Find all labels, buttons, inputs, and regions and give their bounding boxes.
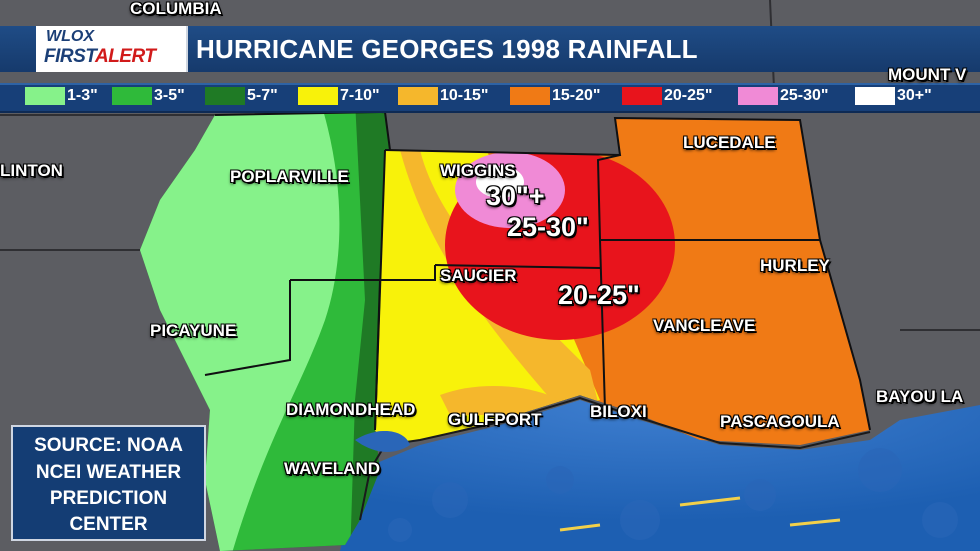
logo-brand-first: FIRST (44, 46, 95, 67)
legend-swatch (25, 87, 65, 105)
legend-item: 1-3" (25, 86, 98, 106)
legend-item: 15-20" (510, 86, 601, 106)
city-label-waveland: WAVELAND (284, 459, 381, 478)
legend-label: 20-25" (664, 87, 713, 104)
source-line: CENTER (69, 514, 148, 535)
page-title: HURRICANE GEORGES 1998 RAINFALL (196, 34, 698, 64)
city-label-wiggins: WIGGINS (440, 161, 516, 180)
city-label-clinton: LINTON (0, 161, 63, 180)
legend-swatch (855, 87, 895, 105)
rainfall-label-25-30: 25-30" (507, 212, 589, 242)
city-label-diamondhead: DIAMONDHEAD (286, 400, 416, 419)
legend-label: 3-5" (154, 87, 185, 104)
legend-label: 7-10" (340, 87, 380, 104)
legend-label: 25-30" (780, 87, 829, 104)
legend-label: 15-20" (552, 87, 601, 104)
city-label-vancleave: VANCLEAVE (653, 316, 756, 335)
city-label-columbia: COLUMBIA (130, 0, 222, 18)
rainfall-label-20-25: 20-25" (558, 280, 640, 310)
city-label-saucier: SAUCIER (440, 266, 517, 285)
city-label-gulfport: GULFPORT (448, 410, 542, 429)
city-label-picayune: PICAYUNE (150, 321, 237, 340)
logo-callsign: WLOX (46, 28, 94, 45)
st-louis-bay (355, 430, 410, 452)
legend-item: 20-25" (622, 86, 713, 106)
legend-swatch (398, 87, 438, 105)
gulf-water (340, 400, 980, 551)
legend-label: 10-15" (440, 87, 489, 104)
legend-swatch (510, 87, 550, 105)
legend-label: 5-7" (247, 87, 278, 104)
city-label-mount: MOUNT V (888, 65, 967, 84)
legend-label: 30+" (897, 87, 932, 104)
city-label-lucedale: LUCEDALE (683, 133, 776, 152)
city-label-pascagoula: PASCAGOULA (720, 412, 840, 431)
east-rainfall-zone (375, 118, 870, 445)
coastline (359, 396, 871, 521)
legend-item: 10-15" (398, 86, 489, 106)
legend-swatch (738, 87, 778, 105)
source-line: PREDICTION (49, 488, 168, 509)
station-logo (36, 26, 188, 72)
rainfall-legend (0, 83, 980, 113)
legend-label: 1-3" (67, 87, 98, 104)
legend-swatch (112, 87, 152, 105)
legend-item: 25-30" (738, 86, 829, 106)
city-label-poplarville: POPLARVILLE (230, 167, 349, 186)
legend-item: 5-7" (205, 86, 278, 106)
source-box: SOURCE: NOAA NCEI WEATHER PREDICTION CEN… (11, 425, 206, 541)
city-label-bayou: BAYOU LA (876, 387, 964, 406)
legend-item: 3-5" (112, 86, 185, 106)
rainfall-label-30-plus: 30"+ (486, 181, 545, 211)
legend-item: 7-10" (298, 86, 380, 106)
city-label-biloxi: BILOXI (590, 402, 647, 421)
barrier-islands (559, 496, 841, 532)
legend-swatch (298, 87, 338, 105)
logo-brand: FIRSTALERT (44, 46, 156, 68)
legend-swatch (622, 87, 662, 105)
city-label-hurley: HURLEY (760, 256, 830, 275)
legend-swatch (205, 87, 245, 105)
source-line: NCEI WEATHER (35, 462, 182, 483)
water-texture (388, 448, 958, 542)
source-line: SOURCE: NOAA (34, 435, 183, 456)
logo-brand-alert: ALERT (94, 46, 156, 67)
legend-item: 30+" (855, 86, 932, 106)
